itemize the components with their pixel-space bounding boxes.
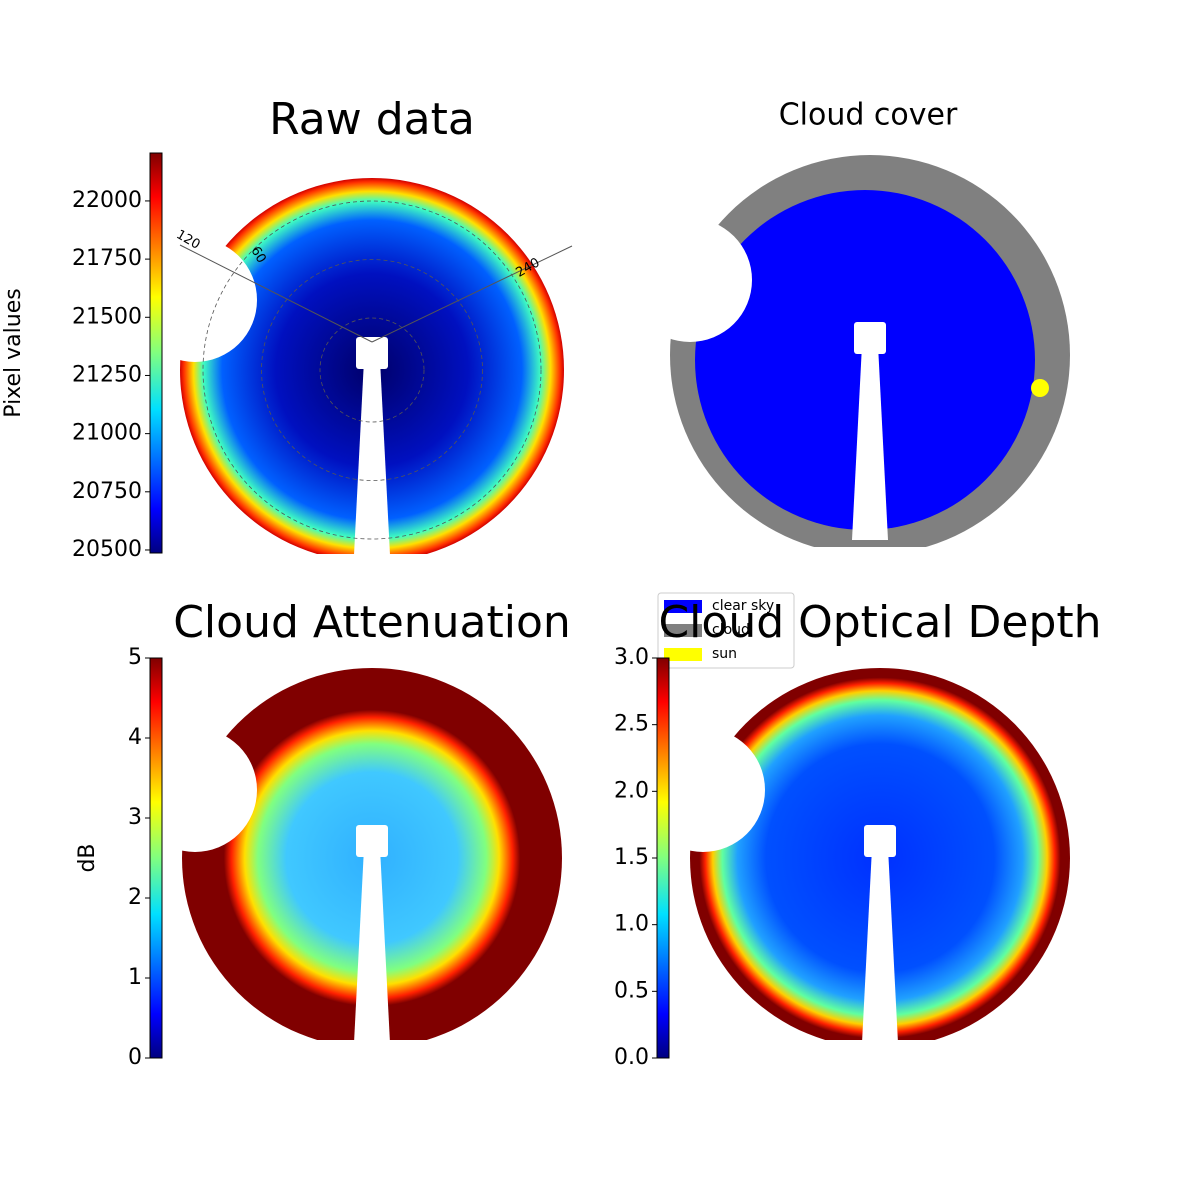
polar-grid bbox=[261, 259, 483, 481]
polar-axis bbox=[179, 244, 373, 343]
image-notch bbox=[133, 728, 257, 852]
colorbar bbox=[656, 657, 670, 1059]
legend-swatch bbox=[664, 600, 702, 613]
legend-swatch bbox=[664, 624, 702, 637]
mount-box bbox=[356, 337, 388, 369]
image-cut bbox=[177, 1040, 567, 1060]
colorbar-tick-label: 4 bbox=[128, 725, 142, 750]
colorbar-tick-label: 21000 bbox=[72, 421, 142, 446]
mount-stem bbox=[862, 848, 898, 1043]
panel bbox=[641, 668, 1075, 1060]
colorbar-tick-label: 21250 bbox=[72, 362, 142, 387]
colorbar bbox=[149, 152, 163, 554]
polar-grid bbox=[202, 200, 542, 540]
colorbar-tick-label: 5 bbox=[128, 645, 142, 670]
polar-grid bbox=[319, 317, 425, 423]
legend-label: clear sky bbox=[712, 598, 774, 614]
colorbar-tick-label: 20750 bbox=[72, 479, 142, 504]
colorbar-tick-label: 2.0 bbox=[614, 778, 649, 803]
polar-label: 60 bbox=[247, 244, 268, 266]
mount-box bbox=[854, 322, 886, 354]
colorbar-tick-label: 21750 bbox=[72, 246, 142, 271]
colorbar-tick-label: 2 bbox=[128, 885, 142, 910]
image-notch bbox=[133, 238, 257, 362]
colorbar-tick-label: 21500 bbox=[72, 304, 142, 329]
panel bbox=[133, 668, 567, 1060]
polar-axis bbox=[371, 245, 573, 343]
panel-title: Raw data bbox=[269, 94, 475, 145]
colorbar-tick-label: 20500 bbox=[72, 537, 142, 562]
mount-stem bbox=[354, 360, 390, 555]
panel bbox=[133, 178, 573, 574]
colorbar-label: Pixel values bbox=[1, 288, 26, 417]
image-cut bbox=[175, 554, 569, 574]
colorbar-tick-label: 0.5 bbox=[614, 978, 649, 1003]
panel-title: Cloud Optical Depth bbox=[658, 597, 1101, 648]
panel-title: Cloud Attenuation bbox=[173, 597, 571, 648]
panel-title: Cloud cover bbox=[779, 98, 958, 133]
image-notch bbox=[641, 728, 765, 852]
legend-label: cloud bbox=[712, 622, 750, 638]
image-cut bbox=[665, 547, 1075, 567]
colorbar-tick-label: 1.0 bbox=[614, 912, 649, 937]
image-notch bbox=[628, 218, 752, 342]
colorbar-tick-label: 1 bbox=[128, 965, 142, 990]
legend-label: sun bbox=[712, 646, 737, 662]
image-cut bbox=[685, 1040, 1075, 1060]
mount-stem bbox=[354, 848, 390, 1043]
colorbar-label: dB bbox=[75, 843, 100, 872]
mount-box bbox=[864, 825, 896, 857]
colorbar bbox=[149, 657, 163, 1059]
colorbar-tick-label: 1.5 bbox=[614, 845, 649, 870]
colorbar-tick-label: 0 bbox=[128, 1045, 142, 1070]
colorbar-tick-label: 3.0 bbox=[614, 645, 649, 670]
panel bbox=[628, 155, 1075, 567]
colorbar-tick-label: 3 bbox=[128, 805, 142, 830]
legend-swatch bbox=[664, 648, 702, 661]
sun-region bbox=[1031, 379, 1049, 397]
mount-box bbox=[356, 825, 388, 857]
colorbar-tick-label: 2.5 bbox=[614, 712, 649, 737]
mount-stem bbox=[852, 345, 888, 540]
colorbar-tick-label: 0.0 bbox=[614, 1045, 649, 1070]
colorbar-tick-label: 22000 bbox=[72, 188, 142, 213]
